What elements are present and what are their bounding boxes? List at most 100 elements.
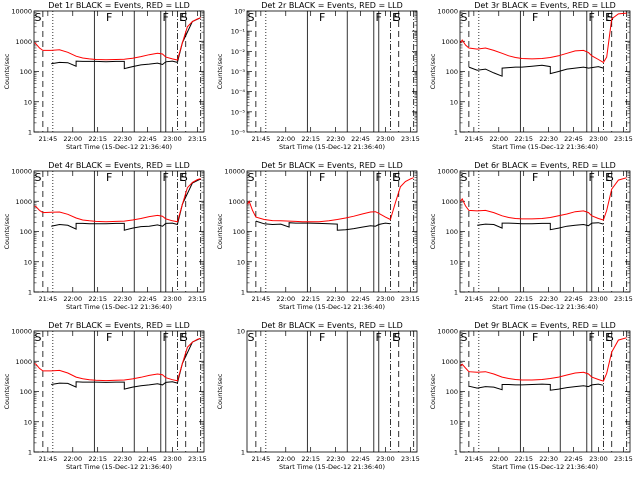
x-tick-label: 22:30 xyxy=(326,295,345,303)
x-tick-label: 22:15 xyxy=(88,295,107,303)
event-marker: E xyxy=(392,171,399,184)
lld-rate-line xyxy=(34,337,201,382)
x-tick-label: 23:00 xyxy=(589,295,608,303)
x-tick-label: 22:15 xyxy=(301,135,320,143)
x-axis-label: Start Time (15-Dec-12 21:36:40) xyxy=(492,463,598,471)
y-tick-label: 100 xyxy=(20,228,32,236)
event-marker: S xyxy=(35,171,42,184)
x-axis-label: Start Time (15-Dec-12 21:36:40) xyxy=(279,303,385,311)
events-rate-line xyxy=(468,64,604,77)
y-tick-label: 10000 xyxy=(11,8,32,16)
chart-title: Det 2r BLACK = Events, RED = LLD xyxy=(261,1,403,10)
plot-frame xyxy=(459,170,631,293)
event-marker: F xyxy=(106,171,112,184)
y-tick-label: 1000 xyxy=(441,38,458,46)
x-tick-label: 22:00 xyxy=(276,455,295,463)
y-axis-label: Counts/sec xyxy=(429,213,437,249)
y-axis-label: Counts/sec xyxy=(216,213,224,249)
event-marker: E xyxy=(605,11,612,24)
y-tick-label: 1000 xyxy=(15,198,32,206)
x-tick-label: 23:00 xyxy=(163,135,182,143)
event-marker: S xyxy=(461,171,468,184)
event-marker: F xyxy=(319,11,325,24)
event-marker: F xyxy=(319,171,325,184)
y-tick-label: 10 xyxy=(450,258,458,266)
y-tick-label: 10000 xyxy=(437,328,458,336)
event-marker: S xyxy=(35,331,42,344)
y-tick-label: 10⁻⁴ xyxy=(231,88,246,96)
y-axis-label: Counts/sec xyxy=(429,373,437,409)
event-marker: F xyxy=(375,331,381,344)
x-tick-label: 23:00 xyxy=(376,135,395,143)
lld-rate-line xyxy=(460,337,627,382)
plot-frame xyxy=(459,330,631,453)
event-marker: F xyxy=(588,171,594,184)
x-tick-label: 22:30 xyxy=(113,295,132,303)
x-tick-label: 23:15 xyxy=(401,455,420,463)
x-tick-label: 21:45 xyxy=(464,455,483,463)
x-tick-label: 22:30 xyxy=(113,135,132,143)
x-axis-label: Start Time (15-Dec-12 21:36:40) xyxy=(279,143,385,151)
x-tick-label: 21:45 xyxy=(38,135,57,143)
event-marker: F xyxy=(162,171,168,184)
chart-panel-7: Det 7r BLACK = Events, RED = LLD 1 10 100 10… xyxy=(3,321,207,471)
x-tick-label: 22:00 xyxy=(489,455,508,463)
chart-panel-6: Det 6r BLACK = Events, RED = LLD 1 10 100 10… xyxy=(429,161,633,311)
x-tick-label: 23:00 xyxy=(589,455,608,463)
plot-frame xyxy=(33,170,205,293)
lld-rate-line xyxy=(247,177,414,223)
y-tick-label: 10⁰ xyxy=(234,8,245,16)
y-tick-label: 10⁻⁵ xyxy=(231,108,246,116)
y-tick-label: 10 xyxy=(24,258,32,266)
x-tick-label: 22:45 xyxy=(138,455,157,463)
event-marker: E xyxy=(179,171,186,184)
y-tick-label: 1 xyxy=(28,289,32,297)
y-axis-label: Counts/sec xyxy=(216,53,224,89)
x-tick-label: 23:15 xyxy=(188,135,207,143)
event-marker: S xyxy=(248,11,255,24)
plot-frame xyxy=(459,10,631,133)
event-marker: S xyxy=(607,331,614,344)
lld-rate-line xyxy=(460,177,627,221)
y-tick-label: 10000 xyxy=(224,168,245,176)
y-tick-label: 10⁻⁶ xyxy=(231,129,246,137)
y-tick-label: 100 xyxy=(446,388,458,396)
x-tick-label: 22:30 xyxy=(326,135,345,143)
x-axis-label: Start Time (15-Dec-12 21:36:40) xyxy=(492,143,598,151)
events-rate-line xyxy=(51,337,201,390)
y-tick-label: 100 xyxy=(20,68,32,76)
event-marker: S xyxy=(181,11,188,24)
plot-frame xyxy=(246,10,418,133)
y-tick-label: 10 xyxy=(24,98,32,106)
x-tick-label: 23:00 xyxy=(163,295,182,303)
chart-panel-9: Det 9r BLACK = Events, RED = LLD 1 10 100 10… xyxy=(429,321,633,471)
x-tick-label: 23:15 xyxy=(401,295,420,303)
chart-title: Det 9r BLACK = Events, RED = LLD xyxy=(474,321,616,330)
event-marker: S xyxy=(607,171,614,184)
y-tick-label: 10 xyxy=(450,418,458,426)
chart-title: Det 7r BLACK = Events, RED = LLD xyxy=(48,321,190,330)
x-tick-label: 23:15 xyxy=(401,135,420,143)
y-tick-label: 1000 xyxy=(15,38,32,46)
x-tick-label: 22:15 xyxy=(88,455,107,463)
event-marker: S xyxy=(394,331,401,344)
y-axis-label: Counts/sec xyxy=(216,373,224,409)
event-marker: F xyxy=(532,11,538,24)
events-rate-line xyxy=(255,220,391,231)
y-tick-label: 1 xyxy=(241,289,245,297)
event-marker: S xyxy=(248,331,255,344)
x-tick-label: 22:00 xyxy=(276,135,295,143)
chart-title: Det 1r BLACK = Events, RED = LLD xyxy=(48,1,190,10)
x-tick-label: 21:45 xyxy=(38,455,57,463)
y-tick-label: 10⁻¹ xyxy=(231,28,246,36)
y-tick-label: 10000 xyxy=(437,168,458,176)
plot-frame xyxy=(33,10,205,133)
event-marker: S xyxy=(181,171,188,184)
y-tick-label: 1 xyxy=(454,289,458,297)
event-marker: F xyxy=(162,11,168,24)
y-tick-label: 10 xyxy=(237,258,245,266)
chart-panel-3: Det 3r BLACK = Events, RED = LLD 1 10 100 10… xyxy=(429,1,633,151)
event-marker: F xyxy=(106,11,112,24)
x-tick-label: 21:45 xyxy=(251,295,270,303)
